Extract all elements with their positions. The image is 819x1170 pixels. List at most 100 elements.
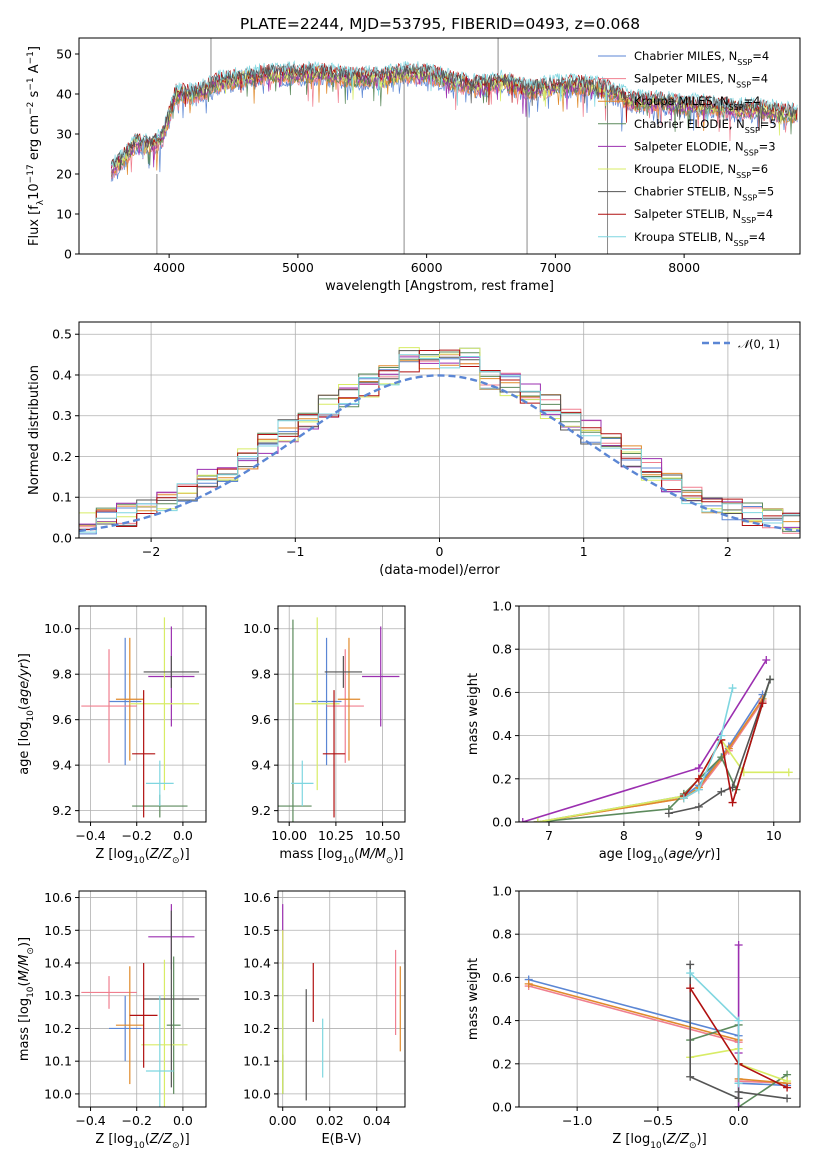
x-tick-label: −1 [286, 544, 304, 559]
y-tick-label: 10.0 [44, 621, 72, 636]
mass-vs-ebv-panel: 0.00 0.02 0.04 10.0 10.1 10.2 10.3 10.4 10.5 10.6… [243, 890, 406, 1147]
weight-line [537, 698, 764, 822]
y-tick-label: 9.6 [52, 712, 72, 727]
plot-area [524, 941, 792, 1107]
y-tick-label: 50 [56, 47, 72, 62]
weight-marker [734, 1103, 743, 1107]
gridlines [79, 606, 206, 822]
weight-marker [766, 675, 775, 684]
plot-area [519, 656, 793, 822]
y-tick-label: 10.4 [44, 956, 72, 971]
y-tick-label: 0.4 [492, 728, 512, 743]
x-tick-label: −0.2 [122, 1113, 152, 1128]
spectrum-line [110, 60, 798, 168]
y-axis-label: mass weight [466, 673, 481, 755]
legend-label: Chabrier STELIB, NSSP=5 [634, 185, 774, 203]
gridlines [278, 606, 405, 822]
weight-marker [686, 984, 695, 993]
y-tick-label: 10.4 [243, 956, 271, 971]
axes-frame [277, 605, 406, 823]
plot-area [81, 617, 200, 818]
x-tick-label: 0.00 [269, 1113, 297, 1128]
spectrum-line [110, 63, 798, 171]
x-tick-label: 10.50 [365, 828, 401, 843]
weight-line [683, 687, 734, 799]
y-tick-label: 0.8 [492, 927, 512, 942]
x-axis-label: (data-model)/error [379, 563, 500, 578]
x-tick-label: −0.5 [643, 1113, 673, 1128]
y-tick-label: 0.0 [492, 1100, 512, 1115]
legend-label: Chabrier ELODIE, NSSP=5 [634, 117, 777, 135]
plot-area [79, 347, 800, 535]
x-axis-label: Z [log10(Z/Z⊙)] [95, 847, 189, 866]
weight-marker [664, 809, 673, 818]
x-tick-label: 10 [766, 828, 782, 843]
x-axis-label: mass [log10(M/M⊙)] [279, 847, 403, 866]
weight-marker [728, 798, 737, 807]
y-tick-label: 10.2 [243, 1021, 271, 1036]
y-tick-label: 10.0 [243, 621, 271, 636]
plot-area [81, 904, 200, 1107]
y-tick-label: 0.0 [52, 531, 72, 546]
x-tick-label: 7 [545, 828, 553, 843]
y-tick-label: 1.0 [492, 884, 512, 899]
weight-marker [694, 802, 703, 811]
weight-marker [519, 818, 527, 822]
x-tick-label: 4000 [153, 260, 185, 275]
residuals-panel: −2 −1 0 1 2 0.0 0.1 0.2 0.3 0.4 0.5 (data-model)/er… [27, 321, 801, 578]
y-tick-label: 0.4 [52, 367, 72, 382]
weight-marker [694, 764, 703, 772]
y-axis-label: age [log10(age/yr)] [17, 653, 36, 775]
x-tick-label: 0.0 [173, 1113, 193, 1128]
weight-marker [524, 979, 533, 988]
y-axis-label: mass weight [466, 958, 481, 1040]
y-axis-label: Flux [fλ10−17 erg cm−2 s−1 A−1] [26, 46, 46, 246]
x-tick-label: 0.04 [363, 1113, 391, 1128]
x-axis-label: Z [log10(Z/Z⊙)] [95, 1132, 189, 1151]
x-tick-label: 0.0 [173, 828, 193, 843]
weight-marker [679, 794, 688, 803]
weight-marker [734, 1087, 743, 1096]
age-vs-mass-panel: 10.00 10.25 10.50 9.2 9.4 9.6 9.8 10.0 mass [log… [243, 605, 406, 866]
legend-label: Salpeter ELODIE, NSSP=3 [634, 139, 776, 157]
weight-marker [717, 787, 726, 796]
y-tick-label: 9.2 [251, 803, 271, 818]
y-tick-label: 9.8 [52, 667, 72, 682]
axes-frame [78, 37, 801, 255]
x-tick-label: 0 [436, 544, 444, 559]
y-tick-label: 10.1 [243, 1054, 271, 1069]
weight-marker [533, 818, 542, 822]
y-tick-label: 0.8 [492, 642, 512, 657]
y-tick-label: 20 [56, 167, 72, 182]
legend-label: Salpeter STELIB, NSSP=4 [634, 207, 773, 225]
y-tick-label: 0.6 [492, 685, 512, 700]
axes-frame [78, 321, 801, 539]
weight-line [537, 679, 771, 822]
weight-marker [734, 1079, 743, 1088]
weight-marker [784, 768, 793, 777]
weight-vs-metallicity-panel: −1.0 −0.5 0.0 0.0 0.2 0.4 0.6 0.8 1.0 Z [log10(Z/… [466, 884, 801, 1151]
legend-label: Chabrier MILES, NSSP=4 [634, 49, 769, 67]
gridlines [278, 891, 405, 1107]
y-tick-label: 40 [56, 87, 72, 102]
y-tick-label: 0.0 [492, 815, 512, 830]
y-tick-label: 9.4 [52, 758, 72, 773]
y-tick-label: 10.0 [44, 1086, 72, 1101]
histogram-step [79, 354, 800, 533]
weight-line [689, 972, 740, 1084]
x-tick-label: 8000 [668, 260, 700, 275]
y-tick-label: 1.0 [492, 599, 512, 614]
axes-frame [518, 605, 801, 823]
x-tick-label: −0.2 [122, 828, 152, 843]
y-tick-label: 10.1 [44, 1054, 72, 1069]
figure-title: PLATE=2244, MJD=53795, FIBERID=0493, z=0… [240, 15, 640, 33]
x-tick-label: −2 [142, 544, 160, 559]
y-tick-label: 9.2 [52, 803, 72, 818]
weight-marker [717, 731, 726, 740]
age-vs-metallicity-panel: −0.4 −0.2 0.0 9.2 9.4 9.6 9.8 10.0 Z [log10(Z/Z⊙… [17, 605, 207, 866]
x-tick-label: 10.25 [318, 828, 354, 843]
x-tick-label: 8 [620, 828, 628, 843]
weight-vs-age-panel: 7 8 9 10 0.0 0.2 0.4 0.6 0.8 1.0 age [log10(age/yr… [466, 599, 801, 866]
y-tick-label: 0.2 [52, 449, 72, 464]
